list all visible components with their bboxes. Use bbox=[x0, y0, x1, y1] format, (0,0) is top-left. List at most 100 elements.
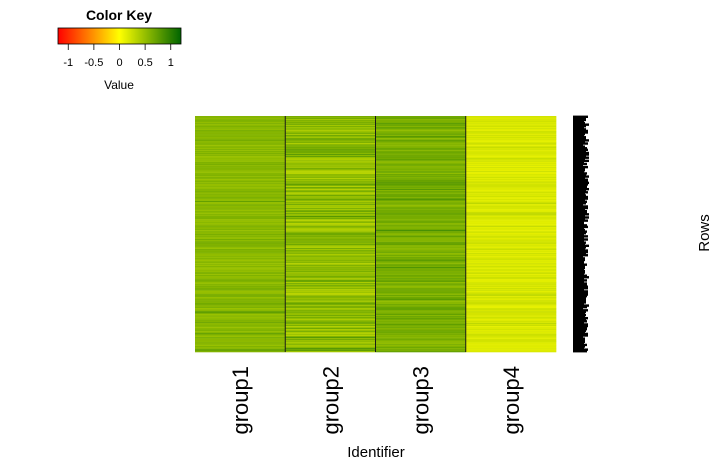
heatmap-cell bbox=[285, 224, 376, 226]
heatmap-cell bbox=[375, 344, 467, 347]
heatmap-cell bbox=[465, 290, 557, 292]
heatmap-cell bbox=[375, 190, 467, 192]
heatmap-cell bbox=[375, 276, 467, 278]
heatmap-cell bbox=[465, 190, 557, 192]
heatmap-cell bbox=[285, 246, 376, 248]
heatmap-cell bbox=[465, 149, 557, 151]
heatmap-cell bbox=[285, 186, 376, 188]
heatmap-cell bbox=[375, 259, 467, 261]
heatmap-cell bbox=[375, 230, 467, 232]
heatmap-cell bbox=[195, 116, 286, 118]
heatmap-cell bbox=[375, 300, 467, 302]
heatmap-cell bbox=[195, 307, 286, 309]
heatmap-cell bbox=[285, 336, 376, 338]
heatmap-cell bbox=[195, 144, 286, 146]
column-dividers bbox=[284, 116, 467, 352]
heatmap-cell bbox=[465, 247, 557, 249]
heatmap-cell bbox=[465, 344, 557, 346]
heatmap-cell bbox=[195, 241, 286, 243]
heatmap-cell bbox=[465, 143, 557, 145]
heatmap-cell bbox=[195, 248, 286, 251]
heatmap-cell bbox=[375, 218, 467, 220]
heatmap-cell bbox=[195, 221, 286, 223]
heatmap-cell bbox=[465, 230, 557, 232]
heatmap-cell bbox=[465, 119, 557, 121]
heatmap-cell bbox=[195, 287, 286, 289]
heatmap-cell bbox=[375, 186, 467, 188]
heatmap-cell bbox=[465, 325, 557, 327]
heatmap-cell bbox=[285, 299, 376, 301]
heatmap-cell bbox=[465, 186, 557, 188]
heatmap-cell bbox=[285, 189, 376, 191]
heatmap-cell bbox=[375, 176, 467, 178]
heatmap-cell bbox=[285, 151, 376, 153]
heatmap-cell bbox=[285, 160, 376, 162]
heatmap-cell bbox=[465, 177, 557, 179]
heatmap-cell bbox=[375, 290, 467, 292]
heatmap-cell bbox=[465, 141, 557, 143]
heatmap-cell bbox=[195, 283, 286, 285]
heatmap-cell bbox=[285, 217, 376, 219]
heatmap-cell bbox=[285, 245, 376, 247]
heatmap-cell bbox=[195, 181, 286, 183]
heatmap-cell bbox=[195, 160, 286, 162]
heatmap-cell bbox=[285, 296, 376, 298]
heatmap-cell bbox=[195, 274, 286, 276]
heatmap-cell bbox=[285, 318, 376, 320]
heatmap-cell bbox=[465, 165, 557, 167]
heatmap-cell bbox=[375, 272, 467, 274]
heatmap-cell bbox=[465, 183, 557, 185]
heatmap-cell bbox=[195, 182, 286, 184]
heatmap-cell bbox=[465, 167, 557, 170]
heatmap-cells bbox=[195, 116, 557, 353]
heatmap-cell bbox=[465, 259, 557, 262]
heatmap-cell bbox=[285, 119, 376, 121]
heatmap-cell bbox=[285, 300, 376, 302]
heatmap-cell bbox=[285, 226, 376, 228]
heatmap-cell bbox=[195, 298, 286, 300]
heatmap-cell bbox=[375, 195, 467, 197]
heatmap-cell bbox=[285, 291, 376, 293]
heatmap-cell bbox=[375, 211, 467, 213]
heatmap-cell bbox=[375, 215, 467, 217]
heatmap-cell bbox=[375, 293, 467, 295]
heatmap-cell bbox=[375, 222, 467, 224]
heatmap-cell bbox=[195, 139, 286, 141]
heatmap-cell bbox=[195, 259, 286, 262]
heatmap-cell bbox=[375, 300, 467, 302]
heatmap-cell bbox=[285, 163, 376, 166]
heatmap-cell bbox=[285, 321, 376, 323]
heatmap-cell bbox=[195, 220, 286, 222]
heatmap-cell bbox=[285, 252, 376, 254]
heatmap-cell bbox=[285, 256, 376, 258]
heatmap-cell bbox=[465, 300, 557, 302]
heatmap-cell bbox=[465, 289, 557, 291]
heatmap-cell bbox=[285, 195, 376, 197]
heatmap-cell bbox=[285, 300, 376, 302]
heatmap-cell bbox=[465, 135, 557, 137]
heatmap-cell bbox=[285, 251, 376, 253]
heatmap-cell bbox=[285, 178, 376, 180]
heatmap-cell bbox=[285, 278, 376, 280]
heatmap-cell bbox=[465, 120, 557, 122]
heatmap-cell bbox=[285, 248, 376, 250]
heatmap-cell bbox=[285, 287, 376, 289]
heatmap-cell bbox=[465, 275, 557, 277]
color-key: Color Key -1 -0.5 0 0.5 1 Value bbox=[57, 7, 182, 92]
heatmap-cell bbox=[195, 145, 286, 147]
heatmap-cell bbox=[375, 284, 467, 286]
heatmap-cell bbox=[465, 311, 557, 313]
heatmap-cell bbox=[375, 200, 467, 203]
heatmap-cell bbox=[465, 197, 557, 199]
heatmap-cell bbox=[375, 262, 467, 264]
heatmap-cell bbox=[195, 301, 286, 303]
heatmap-cell bbox=[285, 348, 376, 350]
heatmap-cell bbox=[375, 183, 467, 185]
heatmap-cell bbox=[465, 322, 557, 324]
heatmap-cell bbox=[465, 252, 557, 254]
heatmap-cell bbox=[285, 349, 376, 351]
heatmap-cell bbox=[195, 211, 286, 214]
heatmap-cell bbox=[375, 214, 467, 216]
heatmap-cell bbox=[285, 289, 376, 291]
heatmap-cell bbox=[375, 237, 467, 239]
